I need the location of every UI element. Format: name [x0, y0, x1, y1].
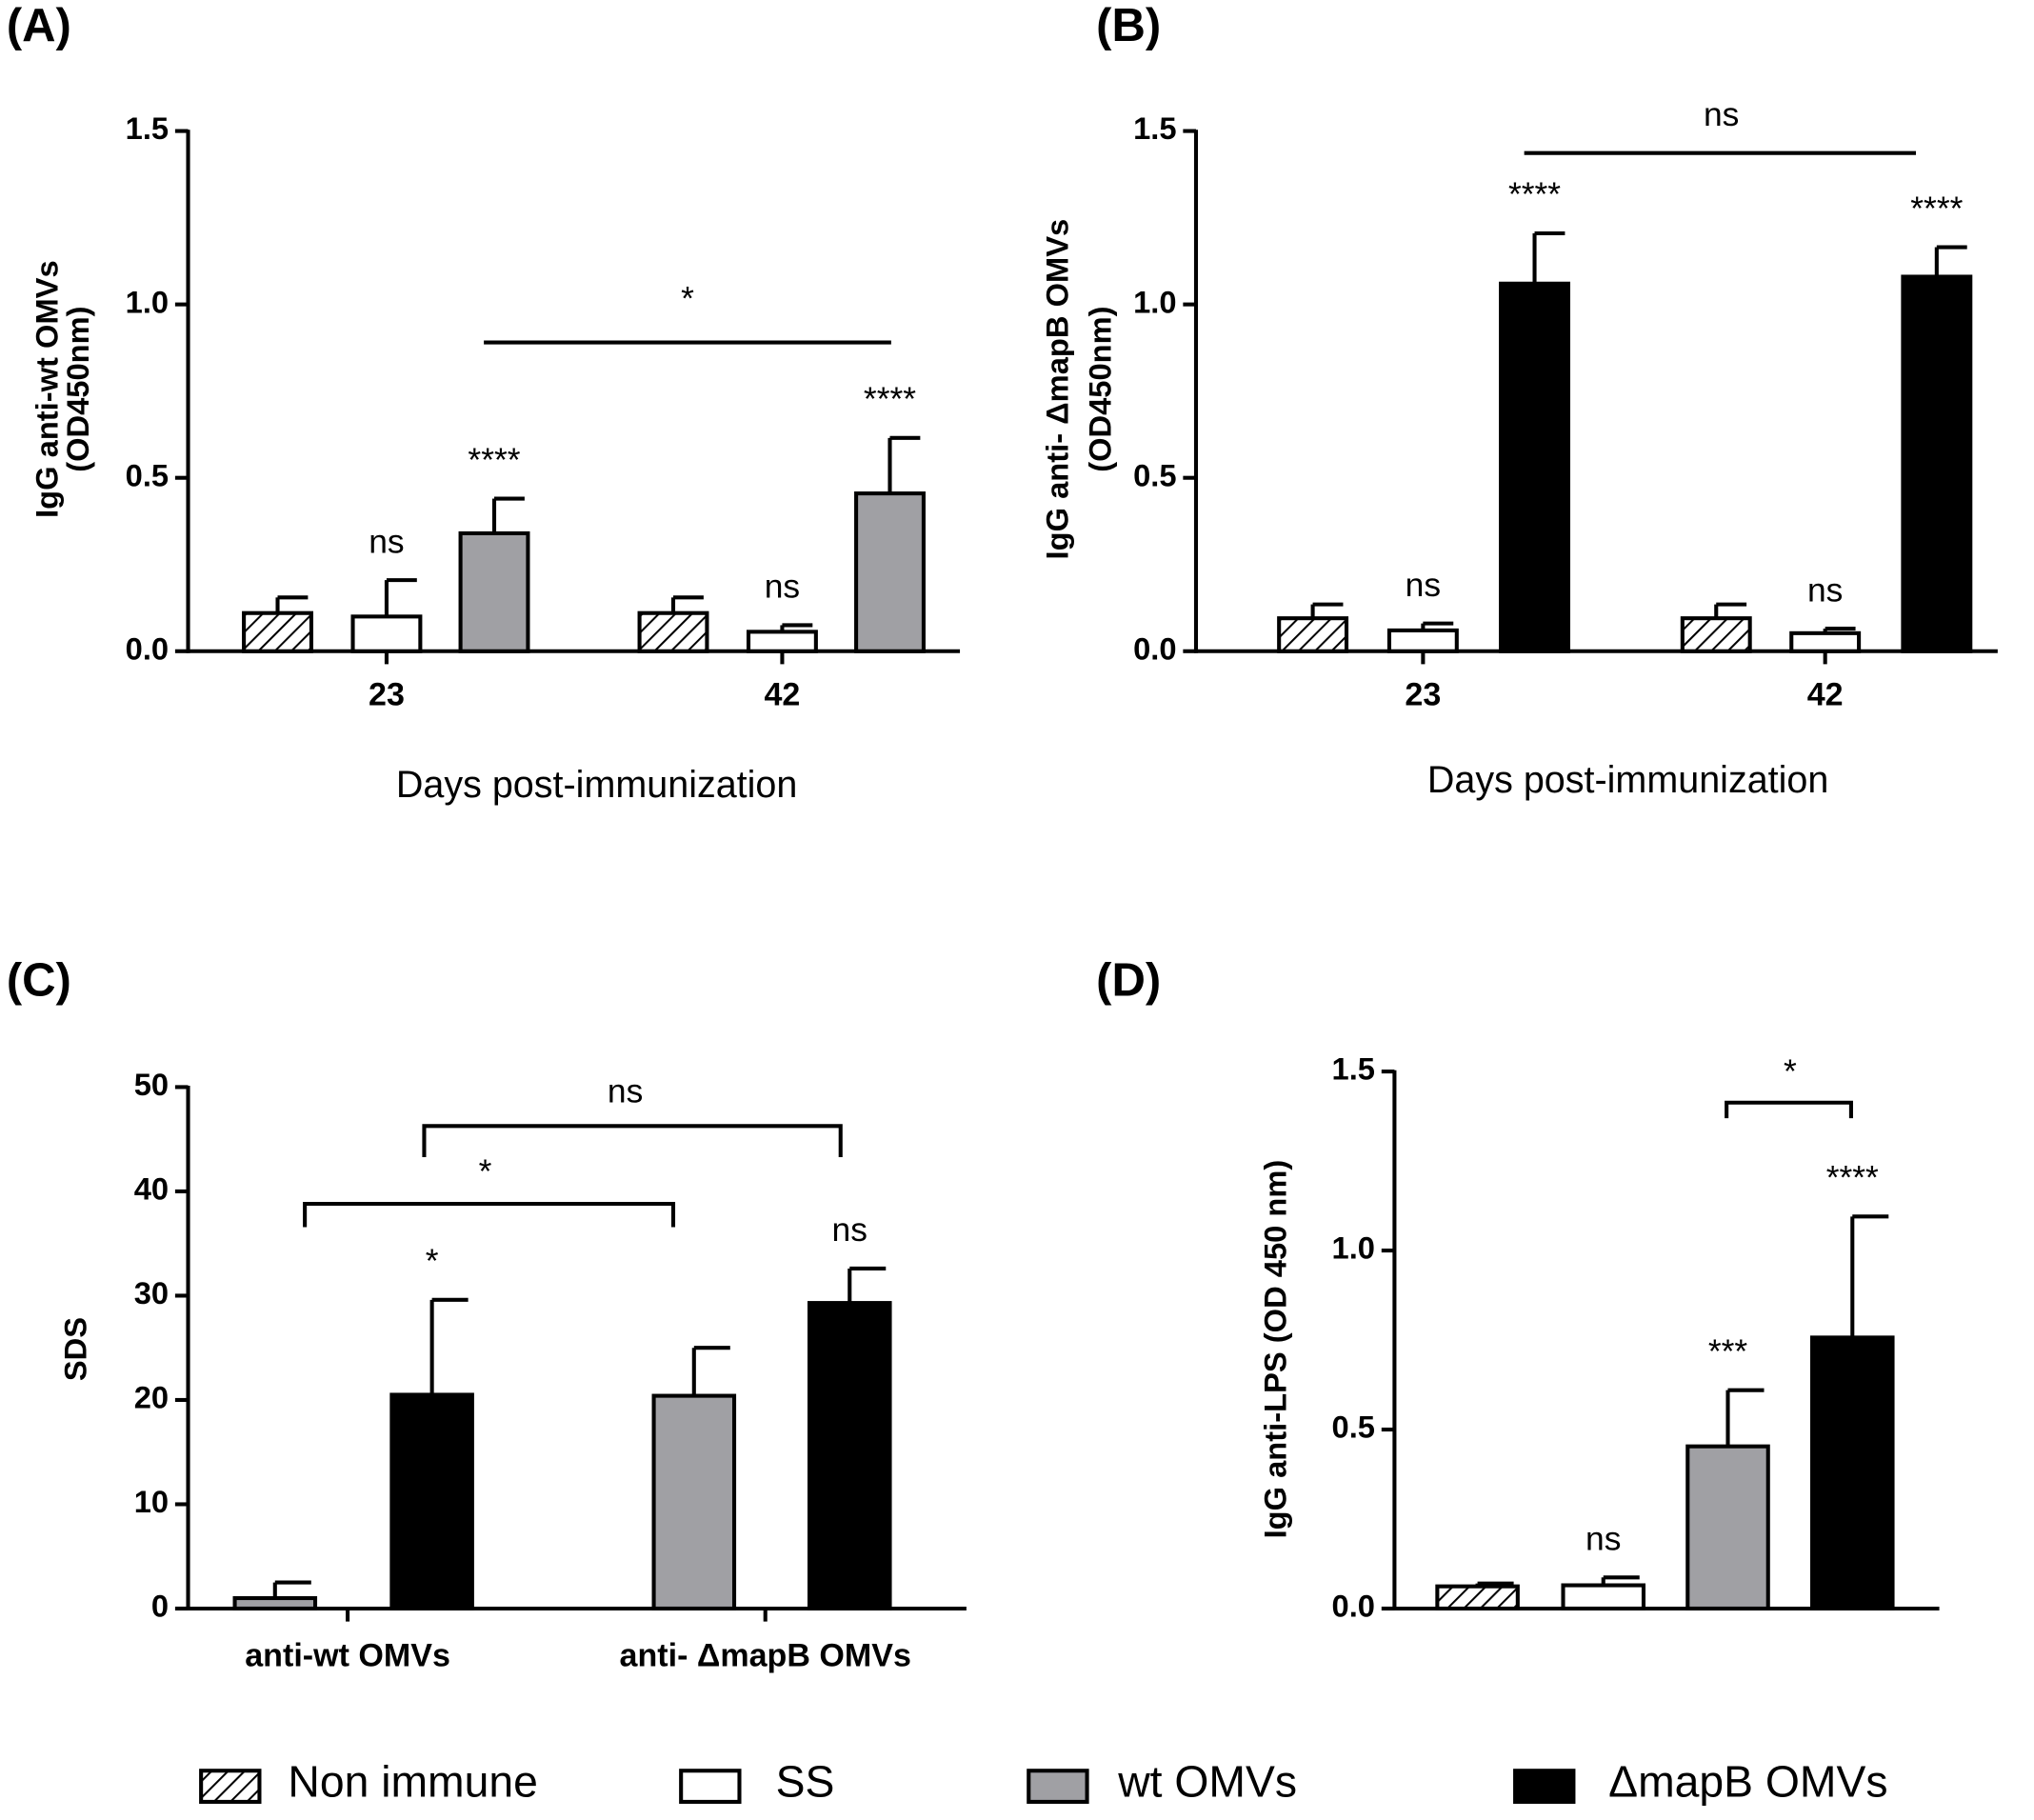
- bar: [1685, 1444, 1770, 1611]
- x-tick-label: 42: [764, 676, 800, 712]
- y-tick-label: 1.5: [126, 110, 169, 146]
- bar: [1435, 1584, 1520, 1611]
- comparison-label: ns: [1704, 95, 1739, 133]
- bar: [746, 630, 818, 653]
- significance-label: ****: [468, 441, 520, 479]
- panel-label: (A): [7, 0, 71, 51]
- legend-swatch: [1513, 1769, 1576, 1804]
- y-tick-label: 0.0: [1133, 630, 1176, 666]
- x-axis-label: Days post-immunization: [396, 764, 798, 806]
- significance-label: ****: [864, 380, 916, 418]
- y-tick-label: 1.5: [1133, 110, 1176, 146]
- significance-label: *: [426, 1242, 439, 1280]
- bar: [389, 1392, 474, 1611]
- bar: [1810, 1335, 1895, 1611]
- y-tick-label: 0: [151, 1589, 169, 1624]
- significance-label: ***: [1708, 1332, 1748, 1370]
- y-tick-label: 0.0: [1332, 1589, 1375, 1624]
- legend-label: Non immune: [288, 1756, 537, 1806]
- y-tick-label: 1.0: [1332, 1230, 1375, 1266]
- comparison-label: *: [1784, 1052, 1797, 1090]
- legend-swatch: [199, 1769, 262, 1804]
- legend-label: ΔmapB OMVs: [1608, 1756, 1887, 1806]
- y-tick-label: 0.5: [1133, 457, 1176, 492]
- significance-label: ns: [832, 1210, 867, 1249]
- significance-label: ns: [1406, 566, 1441, 604]
- legend-swatch: [1027, 1769, 1089, 1804]
- comparison-bracket: [422, 1124, 843, 1157]
- comparison-label: *: [681, 279, 694, 317]
- x-tick-label: anti- ΔmapB OMVs: [620, 1638, 911, 1674]
- significance-label: ****: [1508, 175, 1561, 213]
- panel-label: (D): [1096, 954, 1161, 1006]
- y-axis-label: (OD450nm): [1083, 306, 1118, 471]
- bar: [637, 610, 709, 653]
- significance-label: ns: [1585, 1519, 1621, 1557]
- y-tick-label: 0.5: [126, 457, 169, 492]
- bar: [1277, 616, 1349, 653]
- significance-label: ns: [1807, 570, 1843, 609]
- bar: [807, 1301, 892, 1611]
- y-tick-label: 1.0: [1133, 284, 1176, 319]
- bar: [232, 1595, 318, 1611]
- bar: [458, 530, 530, 653]
- x-tick-label: 23: [369, 676, 405, 712]
- y-tick-label: 20: [134, 1380, 169, 1415]
- comparison-label: *: [479, 1152, 492, 1190]
- legend-label: SS: [776, 1756, 835, 1806]
- x-axis-label: Days post-immunization: [1427, 759, 1829, 801]
- bar: [1680, 616, 1752, 653]
- panel-label: (C): [7, 954, 71, 1006]
- x-tick-label: 42: [1807, 676, 1844, 712]
- legend-swatch: [679, 1769, 742, 1804]
- comparison-bracket: [303, 1201, 676, 1228]
- comparison-label: ns: [608, 1072, 643, 1110]
- bar: [1789, 630, 1862, 653]
- bar: [1386, 628, 1459, 653]
- bar: [1901, 274, 1973, 653]
- panel-label: (B): [1096, 0, 1161, 51]
- y-axis-label: IgG anti- ΔmapB OMVs: [1040, 219, 1075, 560]
- bar: [350, 614, 423, 653]
- y-tick-label: 50: [134, 1067, 169, 1102]
- bar: [854, 491, 926, 653]
- bar: [651, 1393, 737, 1611]
- y-tick-label: 10: [134, 1484, 169, 1519]
- y-tick-label: 40: [134, 1171, 169, 1207]
- significance-label: ns: [369, 522, 404, 560]
- y-axis-label: IgG anti-wt OMVs: [29, 260, 64, 518]
- comparison-bracket: [1725, 1100, 1853, 1119]
- y-axis-label: IgG anti-LPS (OD 450 nm): [1257, 1160, 1292, 1539]
- y-axis-label: (OD450nm): [60, 306, 95, 471]
- significance-label: ****: [1826, 1159, 1879, 1197]
- legend-label: wt OMVs: [1117, 1756, 1297, 1806]
- bar: [1561, 1583, 1646, 1611]
- bar: [242, 610, 313, 653]
- bar: [1499, 281, 1570, 653]
- y-tick-label: 1.5: [1332, 1051, 1375, 1087]
- y-tick-label: 0.0: [126, 630, 169, 666]
- y-axis-label: SDS: [57, 1317, 92, 1381]
- y-tick-label: 30: [134, 1275, 169, 1310]
- x-tick-label: 23: [1405, 676, 1441, 712]
- significance-label: ****: [1910, 190, 1963, 228]
- y-tick-label: 0.5: [1332, 1410, 1375, 1445]
- significance-label: ns: [765, 568, 800, 606]
- y-tick-label: 1.0: [126, 284, 169, 319]
- x-tick-label: anti-wt OMVs: [245, 1638, 450, 1674]
